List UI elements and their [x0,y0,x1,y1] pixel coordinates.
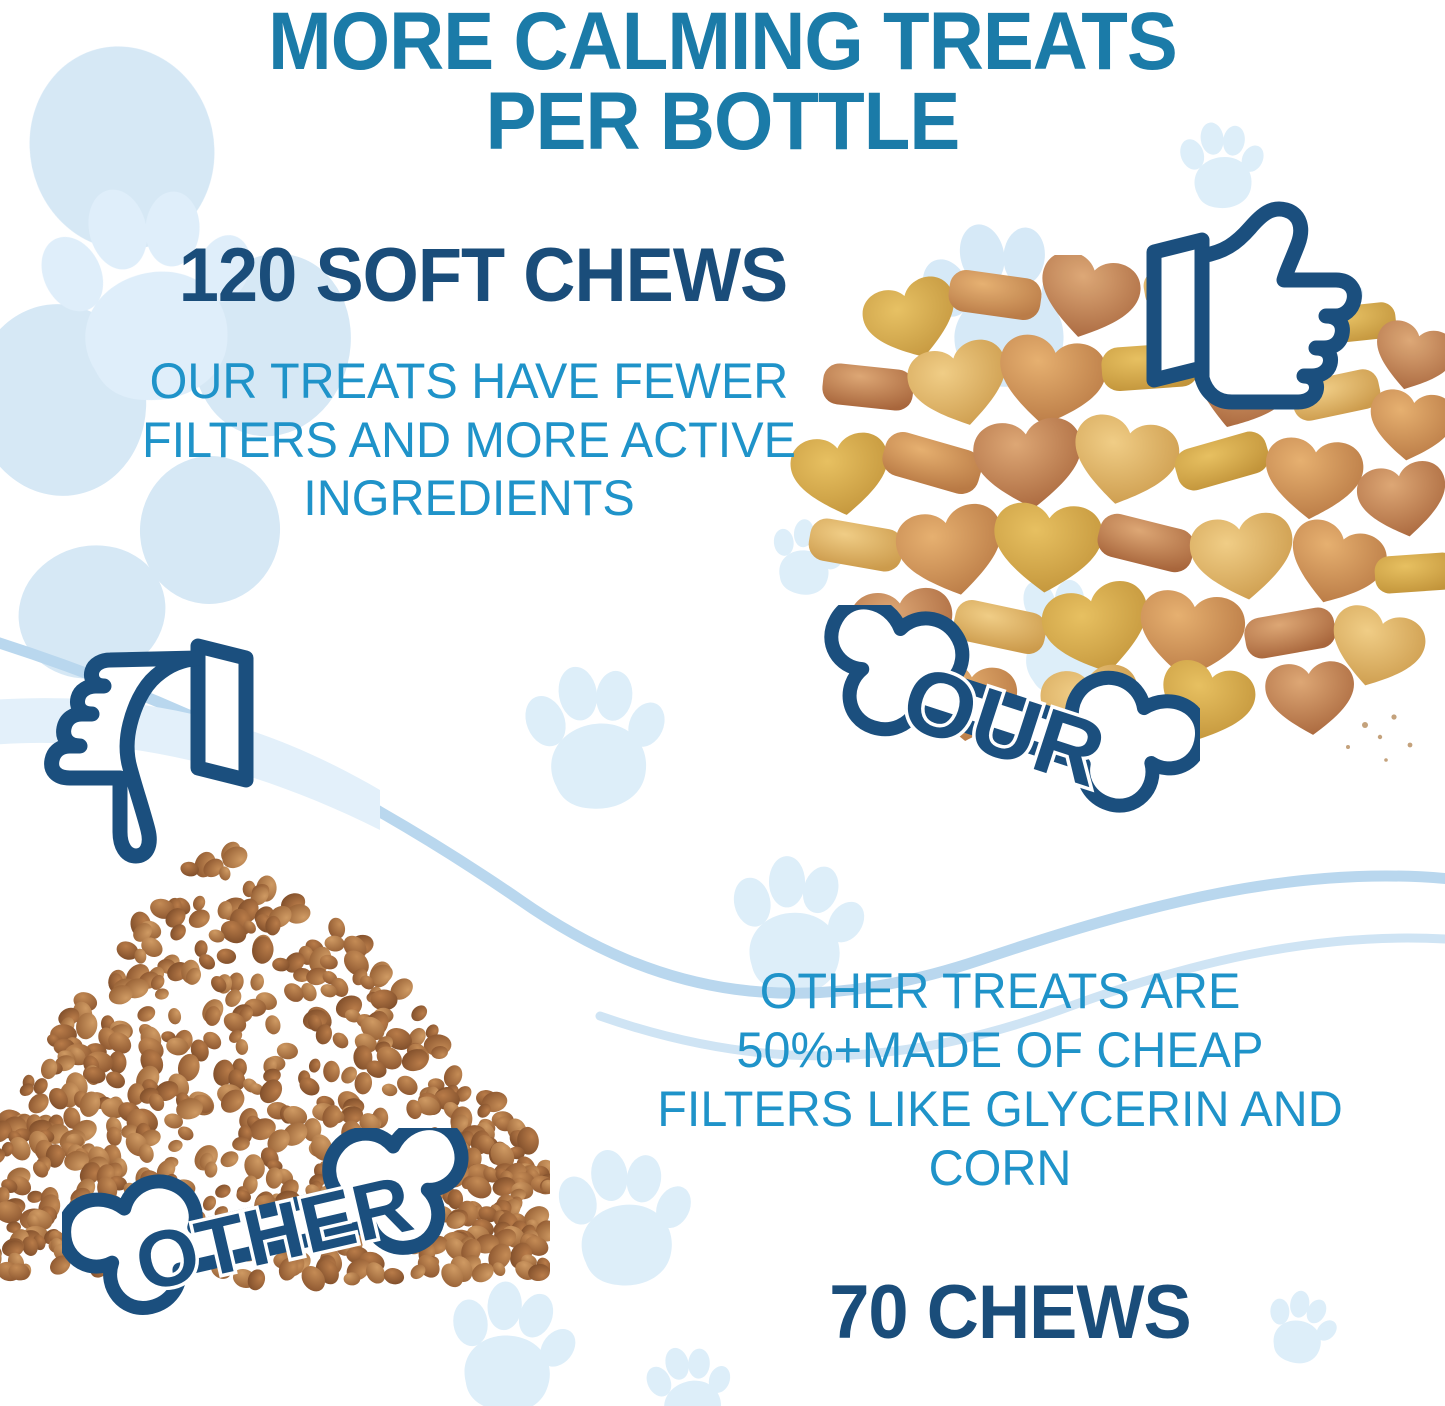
bone-shape-other: OTHER [57,1116,469,1315]
other-bone-badge: OTHER [57,1116,482,1343]
paw-watermark-top-right [908,208,1105,398]
our-bone-badge: OUR [800,595,1209,870]
bone-shape-our: OUR [824,595,1209,813]
our-chews-count: 120 SOFT CHEWS [178,233,788,318]
thumbs-up-icon-wrapper [1140,200,1370,415]
other-chews-count: 70 CHEWS [829,1270,1191,1355]
thumbs-down-icon-wrapper [40,628,260,868]
bone-outline [824,595,1209,813]
bone-outline [57,1116,469,1315]
other-description-text: OTHER TREATS ARE 50%+MADE OF CHEAP FILTE… [657,963,1343,1196]
thumbs-up-icon [1146,201,1362,410]
our-description-text: OUR TREATS HAVE FEWER FILTERS AND MORE A… [142,353,796,526]
thumbs-down-icon [44,638,254,864]
our-badge-label: OUR [890,646,1116,806]
page-headline: MORE CALMING TREATS PER BOTTLE [268,0,1178,168]
